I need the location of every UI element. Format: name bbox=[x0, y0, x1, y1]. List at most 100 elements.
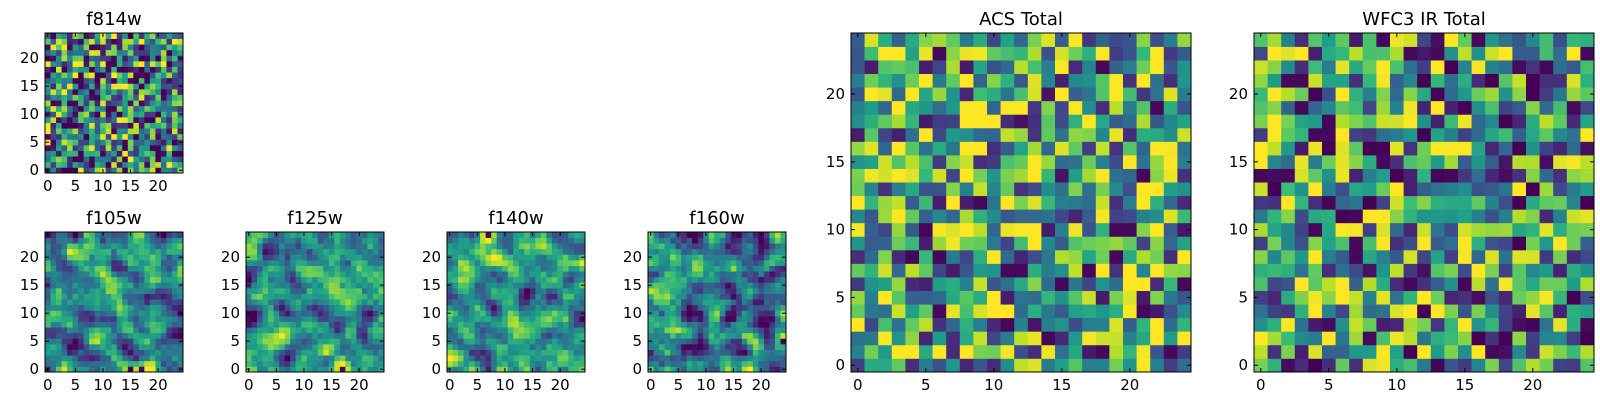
heatmap-cell bbox=[502, 327, 509, 334]
heatmap-cell bbox=[171, 83, 178, 90]
heatmap-cell bbox=[725, 349, 732, 356]
heatmap-cell bbox=[1163, 358, 1178, 373]
heatmap-cell bbox=[1109, 155, 1124, 169]
heatmap-cell bbox=[513, 254, 520, 261]
heatmap-cell bbox=[273, 327, 280, 334]
heatmap-cell bbox=[452, 282, 459, 289]
heatmap-cell bbox=[752, 327, 759, 334]
heatmap-cell bbox=[72, 156, 79, 163]
heatmap-cell bbox=[111, 254, 118, 261]
heatmap-cell bbox=[94, 128, 101, 135]
heatmap-cell bbox=[769, 237, 776, 244]
heatmap-cell bbox=[1498, 195, 1513, 210]
heatmap-cell bbox=[279, 276, 285, 283]
heatmap-cell bbox=[356, 321, 363, 328]
heatmap-cell bbox=[946, 209, 961, 224]
heatmap-cell bbox=[496, 338, 503, 345]
heatmap-cell bbox=[50, 128, 57, 135]
heatmap-cell bbox=[891, 277, 906, 291]
heatmap-cell bbox=[177, 49, 184, 56]
heatmap-cell bbox=[50, 49, 57, 56]
heatmap-cell bbox=[279, 237, 285, 244]
heatmap-cell bbox=[111, 55, 118, 62]
heatmap-cell bbox=[485, 265, 492, 272]
heatmap-cell bbox=[1163, 222, 1178, 237]
heatmap-cell bbox=[664, 355, 671, 362]
heatmap-cell bbox=[345, 232, 352, 238]
heatmap-cell bbox=[648, 321, 654, 328]
heatmap-cell bbox=[1082, 60, 1097, 75]
heatmap-cell bbox=[692, 243, 699, 250]
heatmap-cell bbox=[262, 254, 269, 261]
heatmap-cell bbox=[447, 248, 453, 255]
heatmap-cell bbox=[1136, 114, 1151, 129]
heatmap-cell bbox=[1082, 141, 1097, 156]
heatmap-cell bbox=[111, 117, 118, 123]
heatmap-cell bbox=[568, 243, 575, 250]
heatmap-cell bbox=[1430, 114, 1445, 129]
heatmap-cell bbox=[378, 248, 385, 255]
heatmap-cell bbox=[708, 349, 715, 356]
heatmap-cell bbox=[1123, 290, 1137, 305]
heatmap-cell bbox=[1000, 127, 1015, 142]
heatmap-cell bbox=[138, 321, 145, 328]
heatmap-cell bbox=[257, 248, 263, 255]
heatmap-cell bbox=[279, 327, 285, 334]
heatmap-cell bbox=[367, 243, 374, 250]
heatmap-cell bbox=[367, 316, 374, 322]
heatmap-cell bbox=[1471, 236, 1486, 251]
heatmap-cell bbox=[45, 128, 51, 135]
heatmap-cell bbox=[177, 360, 184, 367]
heatmap-cell bbox=[133, 293, 140, 300]
heatmap-cell bbox=[987, 344, 1001, 359]
heatmap-cell bbox=[1095, 222, 1110, 237]
heatmap-cell bbox=[378, 355, 385, 362]
heatmap-cell bbox=[518, 304, 525, 311]
heatmap-cell bbox=[89, 260, 96, 266]
heatmap-cell bbox=[61, 38, 68, 45]
heatmap-cell bbox=[458, 332, 464, 339]
heatmap-cell bbox=[105, 243, 112, 250]
heatmap-cell bbox=[891, 209, 906, 224]
heatmap-cell bbox=[56, 360, 62, 367]
heatmap-cell bbox=[1539, 277, 1554, 291]
heatmap-cell bbox=[45, 237, 51, 244]
heatmap-cell bbox=[653, 310, 660, 317]
heatmap-cell bbox=[1580, 222, 1595, 237]
heatmap-cell bbox=[56, 38, 62, 45]
heatmap-cell bbox=[138, 243, 145, 250]
heatmap-cell bbox=[513, 299, 520, 306]
heatmap-cell bbox=[864, 155, 879, 169]
heatmap-cell bbox=[317, 237, 324, 244]
heatmap-cell bbox=[116, 94, 123, 101]
heatmap-cell bbox=[708, 360, 715, 367]
heatmap-cell bbox=[891, 290, 906, 305]
heatmap-cell bbox=[334, 254, 341, 261]
heatmap-cell bbox=[273, 310, 280, 317]
heatmap-cell bbox=[1458, 155, 1472, 169]
heatmap-cell bbox=[1498, 141, 1513, 156]
x-tick-label: 0 bbox=[244, 376, 254, 394]
heatmap-cell bbox=[1335, 46, 1350, 61]
heatmap-cell bbox=[78, 77, 84, 84]
heatmap-cell bbox=[138, 232, 145, 238]
heatmap-cell bbox=[56, 355, 62, 362]
heatmap-cell bbox=[474, 355, 481, 362]
heatmap-cell bbox=[562, 360, 569, 367]
heatmap-cell bbox=[1376, 168, 1391, 183]
heatmap-cells bbox=[447, 232, 586, 373]
heatmap-cell bbox=[1444, 331, 1459, 346]
heatmap-cell bbox=[1539, 236, 1554, 251]
x-tick-label: 0 bbox=[43, 376, 53, 394]
heatmap-cell bbox=[273, 243, 280, 250]
heatmap-cell bbox=[714, 304, 721, 311]
heatmap-cell bbox=[736, 327, 743, 334]
heatmap-cell bbox=[905, 195, 920, 210]
heatmap-cell bbox=[61, 33, 68, 39]
heatmap-cell bbox=[496, 327, 503, 334]
heatmap-cell bbox=[763, 344, 770, 350]
heatmap-cell bbox=[463, 248, 470, 255]
heatmap-cell bbox=[851, 344, 865, 359]
heatmap-cell bbox=[1349, 277, 1364, 291]
